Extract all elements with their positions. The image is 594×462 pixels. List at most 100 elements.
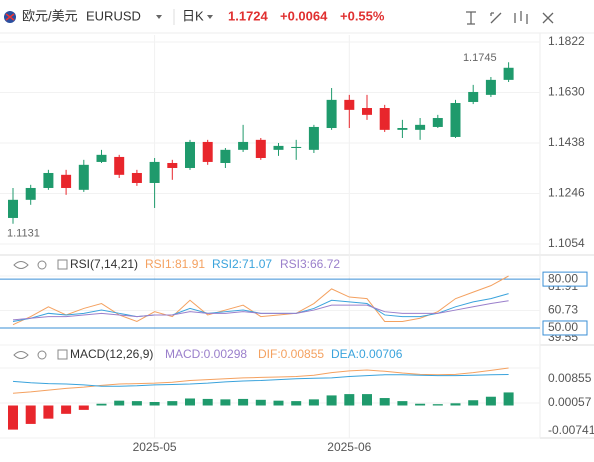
- candle-body: [485, 79, 496, 95]
- indicator-line: [12, 275, 509, 326]
- candle-body: [185, 141, 195, 168]
- candle-body: [273, 145, 284, 150]
- tool-icon[interactable]: [542, 12, 554, 24]
- candle-body: [415, 124, 426, 130]
- indicator-icon[interactable]: [57, 259, 68, 270]
- candle-body: [114, 156, 125, 175]
- macd-bar: [379, 398, 390, 406]
- reference-label-box: [542, 320, 588, 336]
- change: +0.0064: [280, 8, 328, 23]
- macd-bar: [61, 405, 72, 414]
- y-tick-label: 0.00855: [548, 371, 592, 385]
- candle-body: [149, 161, 160, 183]
- candle-body: [220, 149, 231, 163]
- candle-body: [78, 164, 89, 190]
- tool-icon[interactable]: [490, 12, 502, 24]
- candle-body: [25, 187, 36, 200]
- macd-bar: [185, 398, 195, 406]
- candle-body: [344, 99, 355, 110]
- macd-bar: [238, 398, 249, 406]
- indicator-icon[interactable]: [57, 349, 68, 360]
- toolbar: [466, 11, 554, 25]
- panel-icons: [13, 259, 68, 360]
- legend-entry: MACD:0.00298: [165, 347, 247, 361]
- settings-icon[interactable]: [37, 260, 47, 270]
- macd-bar: [149, 401, 160, 406]
- y-tick-label: 1.1438: [548, 135, 585, 149]
- macd-bar: [503, 392, 514, 406]
- macd-bar: [291, 401, 302, 406]
- macd-bar: [167, 401, 178, 406]
- change-pct: +0.55%: [340, 8, 385, 23]
- macd-bar: [202, 398, 213, 406]
- symbol[interactable]: EURUSD: [86, 8, 141, 23]
- candle-body: [397, 128, 408, 130]
- eye-icon[interactable]: [13, 261, 29, 269]
- legend-entry: RSI1:81.91: [145, 257, 205, 271]
- x-tick-label: 2025-05: [133, 440, 177, 454]
- legend-entry: RSI3:66.72: [280, 257, 340, 271]
- macd-bar: [43, 405, 54, 419]
- low-annotation: 1.1131: [7, 228, 40, 240]
- candle-body: [326, 99, 337, 129]
- pair-name[interactable]: 欧元/美元: [22, 8, 78, 23]
- macd-bar: [8, 405, 18, 430]
- dropdown-arrow[interactable]: [156, 15, 162, 19]
- y-tick-label: 0.00057: [548, 395, 592, 409]
- candle-body: [202, 141, 213, 162]
- candle-body: [43, 172, 54, 188]
- candle-body: [362, 108, 372, 115]
- y-tick-label: -0.00741: [548, 423, 594, 437]
- macd-bar: [114, 400, 125, 406]
- macd-bar: [220, 399, 231, 406]
- eye-icon[interactable]: [13, 351, 29, 359]
- y-tick-label: 1.1822: [548, 34, 585, 48]
- y-tick-label: 1.1246: [548, 186, 585, 200]
- candle-body: [308, 126, 319, 150]
- y-tick-label: 1.1630: [548, 85, 585, 99]
- tool-icon[interactable]: [514, 11, 528, 24]
- macd-bar: [308, 399, 319, 406]
- macd-bar: [450, 403, 461, 406]
- macd-bar: [344, 394, 355, 406]
- price: 1.1724: [228, 8, 269, 23]
- candle-body: [238, 141, 249, 150]
- reference-label: 80.00: [548, 271, 578, 285]
- macd-bar: [485, 396, 496, 406]
- candle-body: [131, 172, 142, 183]
- indicator-line: [12, 300, 509, 321]
- macd-bar: [468, 400, 479, 406]
- candle-body: [291, 146, 302, 148]
- macd-bar: [255, 399, 266, 406]
- candle-body: [503, 67, 514, 80]
- reference-label-box: [542, 271, 588, 287]
- candle-body: [379, 108, 390, 130]
- candle-body: [450, 103, 461, 137]
- y-tick-label: 60.73: [548, 303, 578, 317]
- macd-bar: [78, 405, 89, 410]
- macd-bar: [273, 400, 284, 406]
- macd-bar: [326, 395, 337, 406]
- candle-body: [255, 139, 266, 158]
- candle-body: [8, 199, 18, 218]
- legend-entry: RSI2:71.07: [212, 257, 272, 271]
- macd-bar: [415, 403, 426, 406]
- macd-bar: [432, 404, 443, 406]
- reference-label: 50.00: [548, 320, 578, 334]
- settings-icon[interactable]: [37, 350, 47, 360]
- legend-entry: DEA:0.00706: [331, 347, 403, 361]
- dropdown-arrow[interactable]: [207, 15, 213, 19]
- candle-body: [432, 118, 443, 127]
- tool-icon[interactable]: [466, 11, 476, 25]
- candle-body: [96, 154, 107, 162]
- macd-title: MACD(12,26,9): [70, 347, 153, 361]
- candle-body: [61, 174, 72, 188]
- high-annotation: 1.1745: [463, 52, 497, 64]
- macd-line: [12, 374, 509, 387]
- period[interactable]: 日K: [182, 8, 204, 23]
- legend-entry: DIF:0.00855: [258, 347, 324, 361]
- macd-bar: [131, 401, 142, 406]
- flag-icon: [5, 13, 15, 21]
